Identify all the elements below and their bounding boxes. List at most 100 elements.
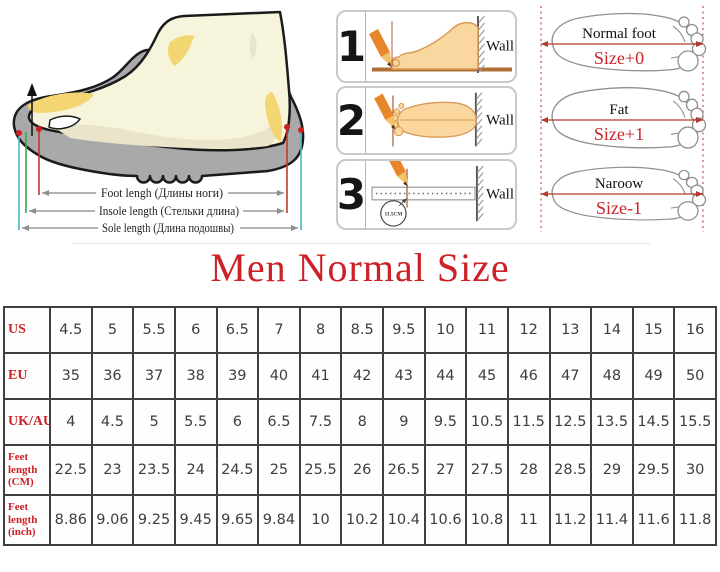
size-cell: 22.5 bbox=[49, 444, 93, 496]
size-cell: 9.06 bbox=[90, 494, 135, 546]
foot-type-fat: Fat Size+1 bbox=[541, 87, 707, 149]
size-cell: 29.5 bbox=[631, 444, 676, 496]
size-cell: 9.65 bbox=[215, 494, 260, 546]
size-cell: 10 bbox=[298, 494, 343, 546]
size-cell: 11.4 bbox=[590, 494, 634, 546]
size-cell: 10.8 bbox=[465, 494, 509, 546]
foot-length-label: Foot lengh (Длины ноги) bbox=[101, 185, 223, 200]
size-cell: 29 bbox=[590, 444, 634, 496]
size-cell: 38 bbox=[173, 352, 218, 400]
wall-label-2: Wall bbox=[486, 112, 514, 128]
size-cell: 9.45 bbox=[173, 494, 218, 546]
size-cell: 13 bbox=[548, 306, 593, 354]
measure-step-3: 3 11.5CM Wall bbox=[336, 159, 517, 230]
size-cell: 14 bbox=[590, 306, 634, 354]
shoe-illustration bbox=[12, 10, 305, 184]
foot-type-normal: Normal foot Size+0 bbox=[541, 12, 707, 72]
size-cell: 6 bbox=[215, 398, 260, 446]
step-2-illustration bbox=[374, 91, 483, 148]
divider-line bbox=[72, 243, 650, 244]
wall-label-3: Wall bbox=[486, 186, 514, 202]
size-cell: 8 bbox=[298, 306, 343, 354]
size-cell: 15 bbox=[631, 306, 676, 354]
size-cell: 39 bbox=[215, 352, 260, 400]
size-row-feet-length-cm-: Feet length (CM) 22.5 23 23.5 24 24.5 25 25.5 26… bbox=[3, 444, 717, 496]
size-cell: 11 bbox=[506, 494, 551, 546]
size-row-label: UK/AU bbox=[3, 398, 51, 446]
size-cell: 11 bbox=[465, 306, 509, 354]
size-cell: 13.5 bbox=[590, 398, 634, 446]
size-row-feet-length-inch-: Feet length (inch) 8.86 9.06 9.25 9.45 9.65 9.… bbox=[3, 494, 717, 546]
size-cell: 9.84 bbox=[257, 494, 301, 546]
size-cell: 28.5 bbox=[548, 444, 593, 496]
size-cell: 27.5 bbox=[465, 444, 509, 496]
size-row-uk-au: UK/AU 4 4.5 5 5.5 6 6.5 7.5 8 9 9.5 10.5 11.5 12.5 13.… bbox=[3, 398, 717, 446]
foot-side-view bbox=[390, 21, 479, 70]
size-cell: 25 bbox=[257, 444, 301, 496]
size-cell: 50 bbox=[673, 352, 717, 400]
size-cell: 44 bbox=[423, 352, 468, 400]
sole-length-label: Sole length (Длина подошвы) bbox=[102, 220, 234, 235]
step-3-number: 3 bbox=[337, 161, 366, 228]
size-cell: 10.5 bbox=[465, 398, 509, 446]
size-cell: 28 bbox=[506, 444, 551, 496]
size-cell: 23 bbox=[90, 444, 135, 496]
foot-type-size: Size+0 bbox=[594, 48, 644, 68]
size-cell: 45 bbox=[465, 352, 509, 400]
size-cell: 40 bbox=[257, 352, 301, 400]
size-cell: 5 bbox=[132, 398, 176, 446]
measurement-marks bbox=[16, 83, 304, 230]
size-cell: 24 bbox=[173, 444, 218, 496]
foot-type-name: Fat bbox=[609, 102, 629, 118]
foot-type-size: Size-1 bbox=[596, 198, 642, 218]
pencil-icon bbox=[369, 29, 392, 67]
size-cell: 9.5 bbox=[423, 398, 468, 446]
foot-type-size: Size+1 bbox=[594, 124, 644, 144]
size-row-label: EU bbox=[3, 352, 51, 400]
size-cell: 47 bbox=[548, 352, 593, 400]
foot-type-narrow: Naroow Size-1 bbox=[541, 166, 707, 221]
measure-label-lines bbox=[22, 190, 298, 231]
size-cell: 10 bbox=[423, 306, 468, 354]
foot-top-view bbox=[391, 101, 477, 138]
size-cell: 36 bbox=[90, 352, 135, 400]
measurement-callout: 11.5CM bbox=[380, 198, 407, 227]
size-cell: 23.5 bbox=[132, 444, 176, 496]
size-cell: 8.86 bbox=[49, 494, 93, 546]
size-cell: 46 bbox=[506, 352, 551, 400]
size-cell: 9 bbox=[382, 398, 426, 446]
wall-label-1: Wall bbox=[486, 38, 514, 54]
size-cell: 30 bbox=[673, 444, 717, 496]
size-cell: 35 bbox=[49, 352, 93, 400]
size-cell: 6 bbox=[173, 306, 218, 354]
size-cell: 8.5 bbox=[340, 306, 384, 354]
size-row-label: Feet length (inch) bbox=[3, 494, 51, 546]
size-cell: 4.5 bbox=[49, 306, 93, 354]
size-cell: 6.5 bbox=[215, 306, 260, 354]
step-1-number: 1 bbox=[337, 12, 366, 81]
measure-step-1: 1 Wall bbox=[336, 10, 517, 83]
size-cell: 11.5 bbox=[506, 398, 551, 446]
size-cell: 26 bbox=[340, 444, 384, 496]
page-title: Men Normal Size bbox=[210, 245, 510, 290]
size-cell: 11.8 bbox=[673, 494, 717, 546]
size-cell: 15.5 bbox=[673, 398, 717, 446]
foot-type-name: Naroow bbox=[595, 176, 643, 192]
size-row-us: US 4.5 5 5.5 6 6.5 7 8 8.5 9.5 10 11 12 13 14 15 16 bbox=[3, 306, 717, 354]
size-cell: 12 bbox=[506, 306, 551, 354]
size-conversion-table: US 4.5 5 5.5 6 6.5 7 8 8.5 9.5 10 11 12 13 14 15 16 EU 35 3… bbox=[3, 306, 717, 546]
size-cell: 41 bbox=[298, 352, 343, 400]
size-row-eu: EU 35 36 37 38 39 40 41 42 43 44 45 46 47 48 49 50 bbox=[3, 352, 717, 400]
size-cell: 43 bbox=[382, 352, 426, 400]
insole-length-label: Insole length (Стельки длина) bbox=[99, 203, 239, 218]
size-row-label: US bbox=[3, 306, 51, 354]
size-cell: 26.5 bbox=[382, 444, 426, 496]
size-cell: 5.5 bbox=[173, 398, 218, 446]
step-3-illustration: 11.5CM bbox=[371, 161, 485, 227]
step-1-illustration bbox=[369, 15, 512, 74]
size-cell: 37 bbox=[132, 352, 176, 400]
size-cell: 25.5 bbox=[298, 444, 343, 496]
size-cell: 7 bbox=[257, 306, 301, 354]
shoe-measure-diagram: Foot lengh (Длины ноги) Insole length (С… bbox=[12, 10, 305, 235]
